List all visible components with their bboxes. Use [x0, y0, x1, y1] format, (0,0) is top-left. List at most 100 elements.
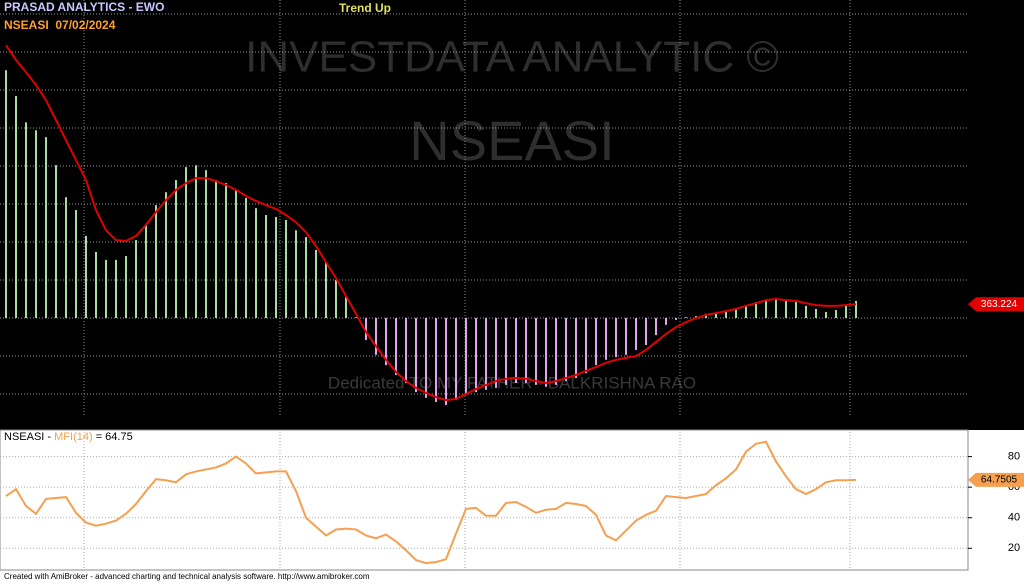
footer: Created with AmiBroker - advanced charti… [4, 572, 370, 581]
bar [645, 318, 647, 345]
bar [665, 318, 667, 325]
bar [15, 96, 17, 319]
legend-entry: MFI(14) [54, 431, 93, 443]
bar [195, 165, 197, 319]
bar [805, 305, 807, 319]
bar [125, 256, 127, 319]
bar [225, 183, 227, 319]
bar [135, 240, 137, 319]
bar [395, 318, 397, 376]
bar [145, 224, 147, 319]
bar [25, 122, 27, 319]
bar [385, 318, 387, 366]
bar [775, 297, 777, 319]
bar [275, 216, 277, 319]
watermark: NSEASI [409, 109, 614, 172]
y-tick-label: 80 [1008, 451, 1020, 463]
bar [235, 189, 237, 319]
bar [75, 210, 77, 319]
mfi-line [5, 440, 857, 565]
bar [525, 318, 527, 383]
bar [585, 318, 587, 374]
ewo-plot: 363.224 [0, 0, 1024, 415]
bar [375, 318, 377, 355]
bar [245, 197, 247, 319]
top-panel [0, 0, 1024, 430]
value-marker [968, 297, 1024, 312]
bar [205, 170, 207, 319]
bar [785, 300, 787, 319]
bar [325, 262, 327, 319]
bar [655, 318, 657, 336]
bar [795, 302, 797, 319]
bar [475, 318, 477, 393]
bar [535, 318, 537, 385]
bar [65, 197, 67, 319]
bar [685, 317, 687, 319]
bar [365, 318, 367, 341]
bar [575, 318, 577, 379]
bar [285, 219, 287, 319]
bar [355, 317, 357, 319]
bar [755, 302, 757, 319]
bar [635, 318, 637, 350]
bar [35, 130, 37, 319]
bar [215, 180, 217, 319]
bar [5, 70, 7, 319]
bar [115, 259, 117, 319]
bar [185, 167, 187, 319]
bar [265, 215, 267, 319]
bar [545, 318, 547, 387]
bar [815, 308, 817, 319]
y-tick-label: 20 [1008, 542, 1020, 554]
bar [595, 318, 597, 366]
bar [295, 230, 297, 319]
value-marker-label: 363.224 [981, 299, 1018, 310]
bar [45, 137, 47, 319]
readout: = 64.75 [96, 431, 133, 443]
bar [95, 251, 97, 319]
bar [155, 205, 157, 319]
bar [335, 280, 337, 319]
bar [415, 318, 417, 393]
bar [105, 259, 107, 319]
title: NSEASI - [4, 431, 51, 443]
bar [745, 305, 747, 319]
bar [165, 192, 167, 319]
bar [765, 300, 767, 319]
bar [55, 165, 57, 319]
bar [445, 318, 447, 406]
bar [555, 318, 557, 385]
annotation: Trend Up [339, 1, 391, 15]
bar [305, 237, 307, 319]
bar [435, 318, 437, 402]
bar [565, 318, 567, 382]
bar [85, 235, 87, 319]
bar [405, 318, 407, 383]
bar [625, 318, 627, 355]
bar [605, 318, 607, 360]
bar [425, 318, 427, 398]
bar [855, 300, 857, 319]
bar [735, 308, 737, 319]
bar [715, 313, 717, 319]
signal-line [5, 44, 857, 402]
bar [175, 180, 177, 319]
bar [495, 318, 497, 388]
panel-title: NSEASI - MFI(14) = 64.75 [4, 431, 133, 443]
bottom-panel [0, 429, 969, 571]
value-marker-label: 64.7505 [981, 475, 1018, 486]
y-tick-label: 40 [1008, 512, 1020, 524]
bar [485, 318, 487, 390]
bar [825, 311, 827, 319]
bar [835, 310, 837, 319]
bar [455, 318, 457, 401]
bar [465, 318, 467, 396]
bar [675, 318, 677, 320]
bar [255, 208, 257, 319]
chart-title: PRASAD ANALYTICS - EWO [4, 0, 164, 14]
bar [615, 318, 617, 358]
bar [315, 249, 317, 319]
